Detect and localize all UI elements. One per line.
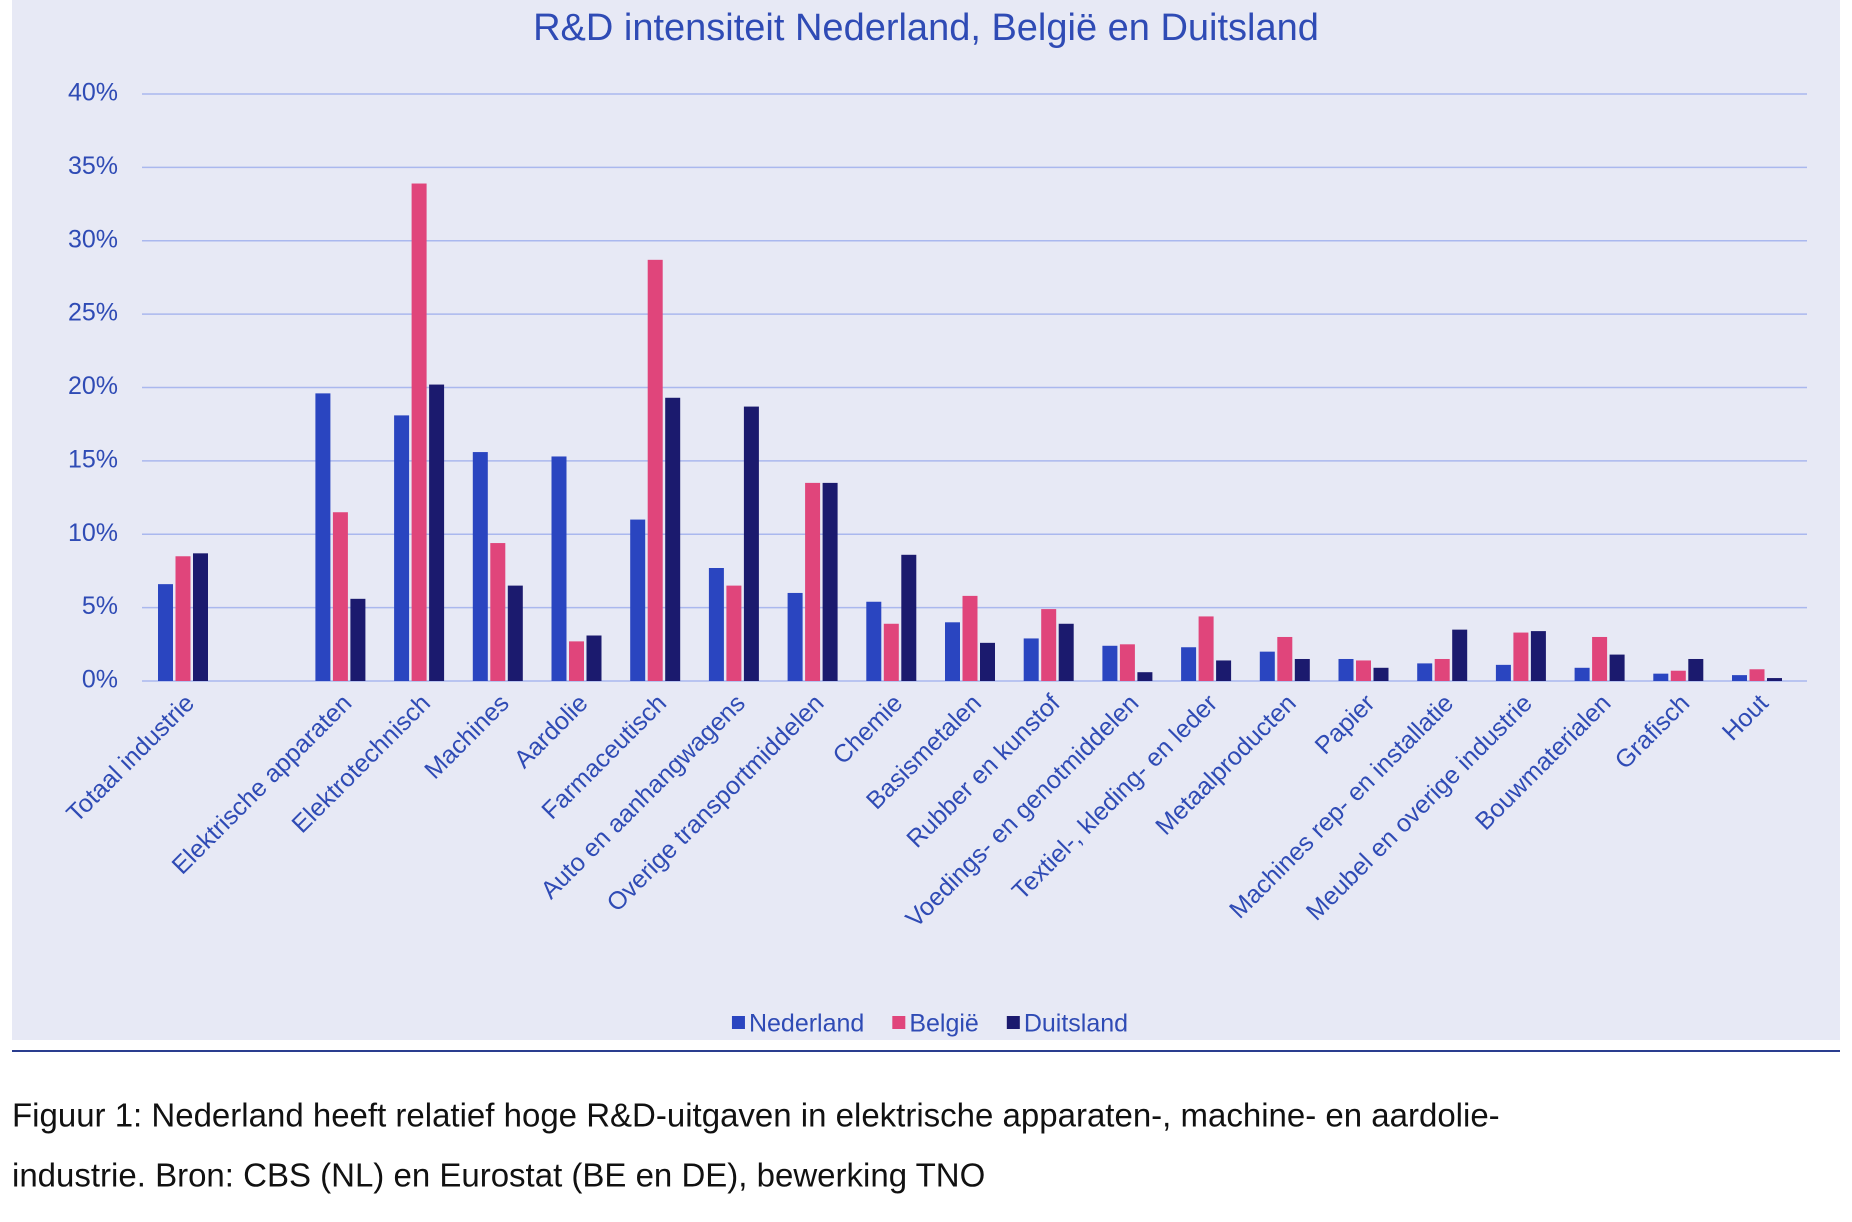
bar xyxy=(175,556,191,681)
bar xyxy=(551,456,567,681)
bar xyxy=(708,568,724,681)
bar xyxy=(1338,658,1354,681)
bar xyxy=(1513,632,1529,681)
bar xyxy=(630,519,646,681)
bar xyxy=(569,641,584,681)
bar xyxy=(1452,629,1468,681)
bar xyxy=(490,543,506,681)
bar xyxy=(158,584,173,681)
y-tick-label: 0% xyxy=(82,666,118,694)
bar xyxy=(1058,623,1074,681)
bar xyxy=(1592,636,1608,681)
bar xyxy=(866,601,882,681)
bar xyxy=(586,635,602,681)
legend-label: Duitsland xyxy=(1024,1010,1128,1038)
bar xyxy=(1023,638,1039,681)
y-tick-label: 30% xyxy=(68,225,118,253)
bar xyxy=(787,592,803,681)
bar xyxy=(1495,664,1511,681)
y-tick-label: 20% xyxy=(68,372,118,400)
bar xyxy=(1041,609,1057,681)
bar xyxy=(1102,645,1118,681)
bar xyxy=(901,554,917,681)
bar xyxy=(350,598,366,681)
bar xyxy=(980,642,995,681)
bar xyxy=(1259,651,1275,681)
caption: industrie. Bron: CBS (NL) en Eurostat (B… xyxy=(12,1157,985,1194)
bar xyxy=(1749,669,1765,681)
bar xyxy=(962,595,978,681)
legend-swatch xyxy=(892,1016,906,1029)
bar xyxy=(394,415,410,681)
chart-title: R&D intensiteit Nederland, België en Dui… xyxy=(533,7,1319,49)
bar xyxy=(411,183,427,681)
bar xyxy=(332,512,348,681)
y-tick-label: 5% xyxy=(82,592,118,620)
y-tick-label: 35% xyxy=(68,152,118,180)
bar xyxy=(1417,663,1433,681)
bar xyxy=(1294,658,1310,681)
chart-background xyxy=(12,0,1840,1040)
bar xyxy=(1373,667,1389,681)
bar xyxy=(1767,678,1782,681)
bar xyxy=(1181,647,1197,681)
bar xyxy=(193,553,208,681)
y-tick-label: 15% xyxy=(68,445,118,473)
bar xyxy=(1574,667,1590,681)
bar xyxy=(945,622,960,681)
bar xyxy=(1356,660,1371,681)
bar xyxy=(1119,644,1135,681)
legend-swatch xyxy=(1006,1016,1020,1029)
bar xyxy=(1137,672,1153,681)
legend-label: België xyxy=(909,1010,979,1038)
bar xyxy=(507,585,523,681)
bar xyxy=(1277,636,1293,681)
bar xyxy=(743,406,759,681)
bar xyxy=(472,452,488,681)
bar xyxy=(1530,631,1546,681)
bar xyxy=(665,397,681,681)
caption: Figuur 1: Nederland heeft relatief hoge … xyxy=(12,1097,1500,1134)
bar xyxy=(647,259,663,681)
y-tick-label: 25% xyxy=(68,299,118,327)
bar xyxy=(726,585,742,681)
bar xyxy=(315,393,331,681)
bar xyxy=(1732,675,1747,681)
bar xyxy=(805,482,821,681)
bar xyxy=(429,384,445,681)
bar xyxy=(822,482,838,681)
bar xyxy=(1216,660,1232,681)
bar xyxy=(1653,673,1669,681)
legend-label: Nederland xyxy=(749,1010,864,1038)
bar xyxy=(1198,616,1214,681)
y-tick-label: 40% xyxy=(68,79,118,107)
bar xyxy=(1688,658,1704,681)
y-tick-label: 10% xyxy=(68,519,118,547)
legend-swatch xyxy=(731,1016,745,1029)
bar xyxy=(1670,670,1686,681)
bar xyxy=(883,623,899,681)
bar xyxy=(1434,658,1450,681)
bar xyxy=(1609,654,1625,681)
